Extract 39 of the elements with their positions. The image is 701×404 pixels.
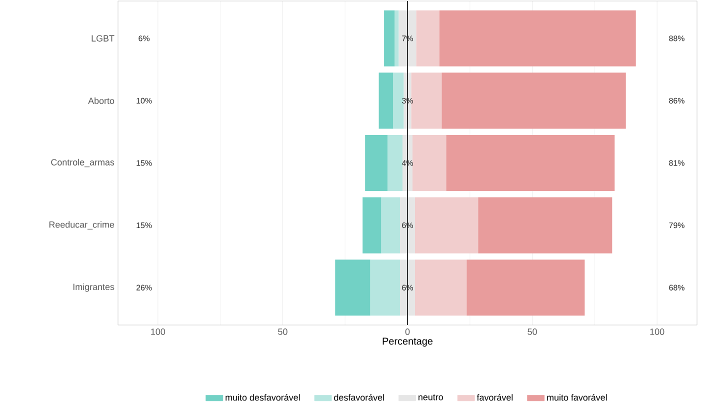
- bar: [442, 72, 626, 129]
- bar: [414, 197, 478, 254]
- bar: [446, 134, 615, 192]
- y-tick-label: Imigrantes: [73, 283, 114, 292]
- bar: [416, 10, 440, 66]
- bar: [335, 260, 370, 316]
- y-tick-label: Controle_armas: [51, 158, 114, 168]
- x-tick-label: 50: [528, 328, 537, 335]
- bar: [412, 134, 446, 192]
- bar: [362, 197, 382, 254]
- bar: [370, 260, 400, 316]
- bar: [384, 10, 395, 66]
- x-tick-label: 100: [650, 328, 664, 335]
- bar: [378, 72, 394, 129]
- legend-label: desfavorável: [334, 394, 384, 401]
- bar: [466, 260, 585, 316]
- bar: [394, 10, 399, 66]
- y-tick-label: LGBT: [92, 35, 114, 42]
- bar: [398, 10, 416, 66]
- x-tick-label: 0: [405, 328, 410, 335]
- bar: [381, 197, 400, 254]
- bar: [393, 72, 404, 129]
- legend-label: muito favorável: [547, 394, 607, 401]
- bar: [400, 197, 415, 254]
- bar: [439, 10, 636, 66]
- y-tick-label: Reeducar_crime: [49, 221, 114, 230]
- bar: [411, 72, 442, 129]
- y-tick-label: Aborto: [88, 97, 114, 104]
- bar: [414, 260, 467, 316]
- legend-label: muito desfavorável: [226, 394, 300, 401]
- bar: [365, 134, 388, 192]
- x-axis-title: Percentage: [382, 338, 433, 347]
- bar: [400, 260, 415, 316]
- x-tick-label: 100: [151, 328, 166, 335]
- legend-label: favorável: [476, 394, 513, 401]
- bar: [478, 197, 612, 254]
- bar: [388, 134, 403, 192]
- x-tick-label: 50: [278, 328, 288, 335]
- legend-label: neutro: [418, 394, 443, 400]
